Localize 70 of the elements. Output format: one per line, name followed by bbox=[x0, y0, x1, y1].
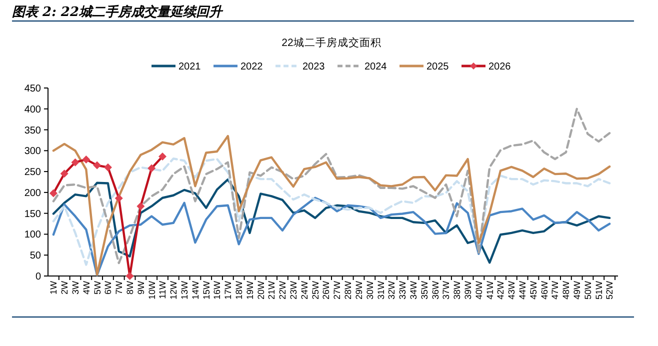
x-tick-label: 22W bbox=[278, 280, 288, 300]
x-tick-label: 13W bbox=[180, 280, 190, 300]
x-tick-label: 17W bbox=[223, 280, 234, 300]
x-tick-label: 49W bbox=[572, 280, 582, 300]
x-tick-label: 52W bbox=[604, 280, 615, 300]
x-tick-label: 41W bbox=[484, 280, 495, 300]
x-tick-label: 23W bbox=[288, 280, 299, 300]
x-tick-label: 11W bbox=[158, 280, 168, 299]
x-tick-label: 37W bbox=[441, 280, 452, 300]
x-tick-label: 1W bbox=[48, 280, 59, 294]
x-tick-label: 5W bbox=[92, 280, 102, 294]
x-tick-label: 8W bbox=[124, 280, 135, 294]
x-tick-label: 43W bbox=[506, 280, 517, 300]
x-tick-label: 42W bbox=[496, 280, 506, 300]
legend-label: 2024 bbox=[364, 62, 388, 72]
y-tick-label: 300 bbox=[24, 146, 42, 158]
y-tick-label: 0 bbox=[35, 272, 42, 282]
x-tick-label: 47W bbox=[550, 280, 560, 300]
legend-label: 2021 bbox=[178, 62, 202, 72]
x-tick-label: 32W bbox=[386, 280, 397, 300]
x-tick-label: 21W bbox=[266, 280, 277, 300]
y-tick-label: 150 bbox=[24, 208, 42, 220]
x-tick-label: 7W bbox=[114, 280, 124, 294]
x-tick-label: 20W bbox=[256, 280, 266, 300]
x-tick-label: 51W bbox=[594, 280, 604, 300]
x-tick-label: 15W bbox=[201, 280, 212, 300]
x-tick-label: 16W bbox=[212, 280, 222, 300]
x-tick-label: 24W bbox=[299, 280, 310, 300]
y-tick-label: 250 bbox=[24, 167, 42, 178]
chart-title: 图表 2: 22城二手房成交量延续回升 bbox=[12, 4, 224, 20]
x-tick-label: 48W bbox=[561, 280, 572, 300]
y-tick-label: 400 bbox=[24, 104, 42, 116]
x-tick-label: 39W bbox=[463, 280, 473, 300]
x-tick-label: 25W bbox=[310, 280, 320, 300]
x-tick-label: 36W bbox=[430, 280, 440, 300]
y-tick-label: 200 bbox=[24, 188, 42, 199]
x-tick-label: 34W bbox=[408, 280, 418, 300]
legend-label: 2025 bbox=[426, 62, 450, 72]
x-tick-label: 40W bbox=[474, 280, 484, 300]
x-tick-label: 12W bbox=[168, 280, 179, 300]
legend-label: 2023 bbox=[302, 62, 326, 72]
y-tick-label: 450 bbox=[24, 84, 42, 94]
x-tick-label: 2W bbox=[60, 280, 70, 294]
x-tick-label: 44W bbox=[518, 280, 528, 300]
y-tick-label: 100 bbox=[24, 230, 42, 241]
x-tick-label: 50W bbox=[582, 280, 593, 300]
x-tick-label: 28W bbox=[343, 280, 354, 300]
x-tick-label: 26W bbox=[321, 280, 332, 300]
x-tick-label: 29W bbox=[354, 280, 364, 300]
x-tick-label: 35W bbox=[419, 280, 430, 300]
x-tick-label: 30W bbox=[364, 280, 375, 300]
x-tick-label: 46W bbox=[539, 280, 550, 300]
x-tick-label: 6W bbox=[103, 280, 114, 294]
x-tick-label: 9W bbox=[136, 280, 146, 294]
x-tick-label: 38W bbox=[452, 280, 462, 300]
x-tick-label: 3W bbox=[70, 280, 80, 294]
x-tick-label: 19W bbox=[244, 280, 255, 300]
y-tick-label: 50 bbox=[30, 250, 42, 262]
x-tick-label: 27W bbox=[332, 280, 342, 300]
y-tick-label: 350 bbox=[24, 125, 42, 136]
chart-subtitle: 22城二手房成交面积 bbox=[282, 36, 382, 49]
x-tick-label: 4W bbox=[81, 280, 92, 294]
legend-label: 2022 bbox=[240, 62, 264, 72]
x-tick-label: 18W bbox=[234, 280, 244, 300]
x-tick-label: 33W bbox=[398, 280, 408, 300]
legend-label: 2026 bbox=[488, 62, 512, 72]
x-tick-label: 10W bbox=[146, 280, 157, 300]
x-tick-label: 14W bbox=[190, 280, 200, 300]
x-tick-label: 31W bbox=[376, 280, 386, 300]
x-tick-label: 45W bbox=[528, 280, 538, 300]
